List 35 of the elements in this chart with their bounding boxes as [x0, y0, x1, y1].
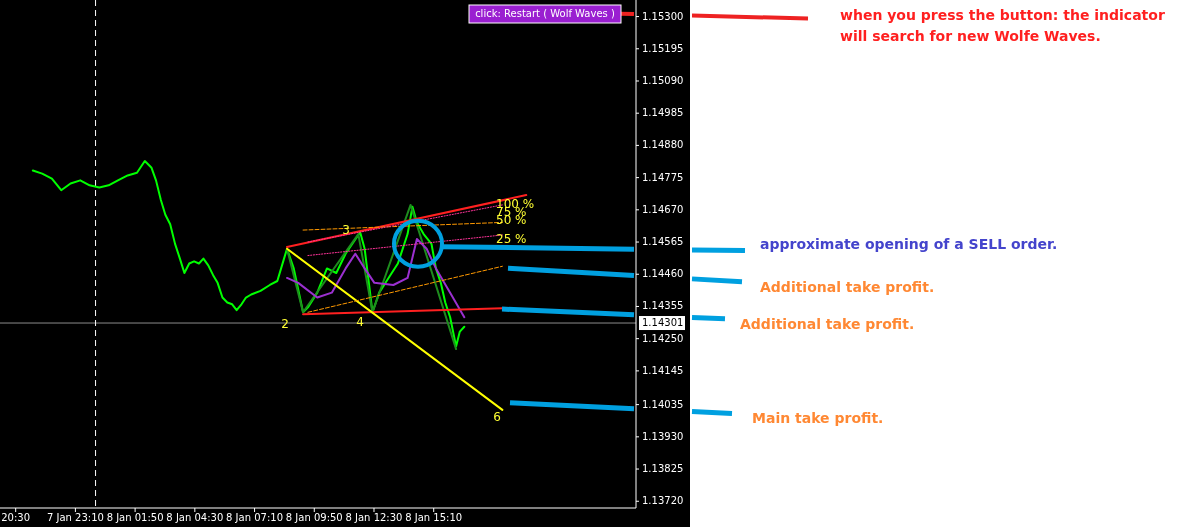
y-tick-label: 1.14035: [642, 398, 684, 410]
y-tick-label: 1.14880: [642, 139, 684, 151]
y-tick-label: 1.15195: [642, 42, 684, 54]
x-tick-label: 8 Jan 09:50: [285, 512, 343, 523]
y-tick-label: 1.14670: [642, 203, 684, 215]
text: approximate opening of a SELL order.: [760, 235, 1058, 252]
y-tick-label: 1.14565: [642, 236, 684, 248]
y-tick-label: 1.14145: [642, 364, 684, 376]
y-tick-label: 1.13720: [642, 495, 684, 507]
x-tick-label: 8 Jan 15:10: [405, 512, 463, 523]
text: Main take profit.: [752, 410, 884, 427]
y-tick-label: 1.14250: [642, 332, 684, 344]
y-tick-label: 1.13930: [642, 430, 684, 442]
x-tick-label: 8 Jan 04:30: [166, 512, 224, 523]
x-tick-label: 7 Jan 23:10: [46, 512, 104, 523]
annotation: 2: [281, 316, 289, 331]
y-tick-label: 1.13825: [642, 463, 684, 475]
y-tick-label: 1.15090: [642, 74, 684, 86]
text: Additional take profit.: [760, 278, 935, 295]
ref-line-label: 1.14301: [642, 317, 684, 329]
annotation: 25 %: [496, 231, 527, 246]
y-tick-label: 1.14775: [642, 171, 684, 183]
y-tick-label: 1.14985: [642, 107, 684, 119]
y-tick-label: 1.14460: [642, 268, 684, 280]
y-tick-label: 1.14355: [642, 300, 684, 312]
annotation: 4: [356, 314, 364, 329]
x-tick-label: 8 Jan 07:10: [226, 512, 284, 523]
annotation: click: Restart ( Wolf Waves ): [475, 8, 615, 19]
x-tick-label: 8 Jan 01:50: [106, 512, 164, 523]
x-tick-label: 20:30: [1, 512, 31, 523]
y-tick-label: 1.15300: [642, 10, 684, 22]
text: Additional take profit.: [740, 315, 915, 332]
text: when you press the button: the indicator will search for new Wolfe Waves.: [840, 6, 1165, 44]
x-tick-label: 8 Jan 12:30: [345, 512, 403, 523]
annotation: 6: [493, 410, 501, 425]
